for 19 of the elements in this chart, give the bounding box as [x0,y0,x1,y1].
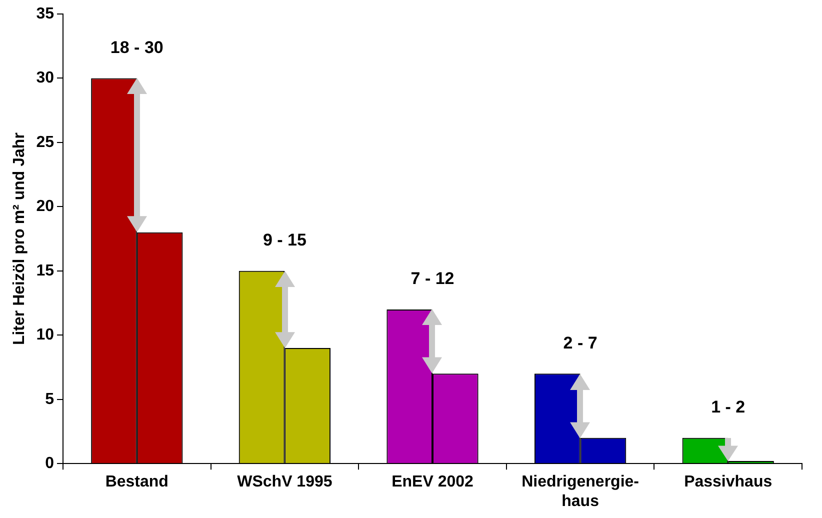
y-tick-label: 30 [36,70,54,87]
annotation: 1 - 2 [711,398,746,417]
x-tick-label: WSchV 1995 [237,474,332,491]
y-tick-label: 0 [45,455,54,472]
y-tick-label: 15 [36,262,54,280]
y-tick-label: 25 [36,134,54,151]
y-tick-label: 10 [36,326,54,344]
annotation: 18 - 30 [110,38,164,57]
annotation: 7 - 12 [410,269,454,288]
x-tick-label: Passivhaus [684,474,772,491]
x-tick-label: EnEV 2002 [392,474,474,491]
annotation: 9 - 15 [262,230,306,250]
y-axis-title: Liter Heizöl pro m² und Jahr [11,132,28,346]
y-tick-label: 35 [36,5,54,22]
annotation: 2 - 7 [563,333,598,352]
y-tick-label: 20 [36,198,54,216]
y-tick-label: 5 [45,390,54,408]
x-tick-label: Bestand [105,474,168,491]
x-tick-label: Niedrigenergie- haus [522,474,639,510]
